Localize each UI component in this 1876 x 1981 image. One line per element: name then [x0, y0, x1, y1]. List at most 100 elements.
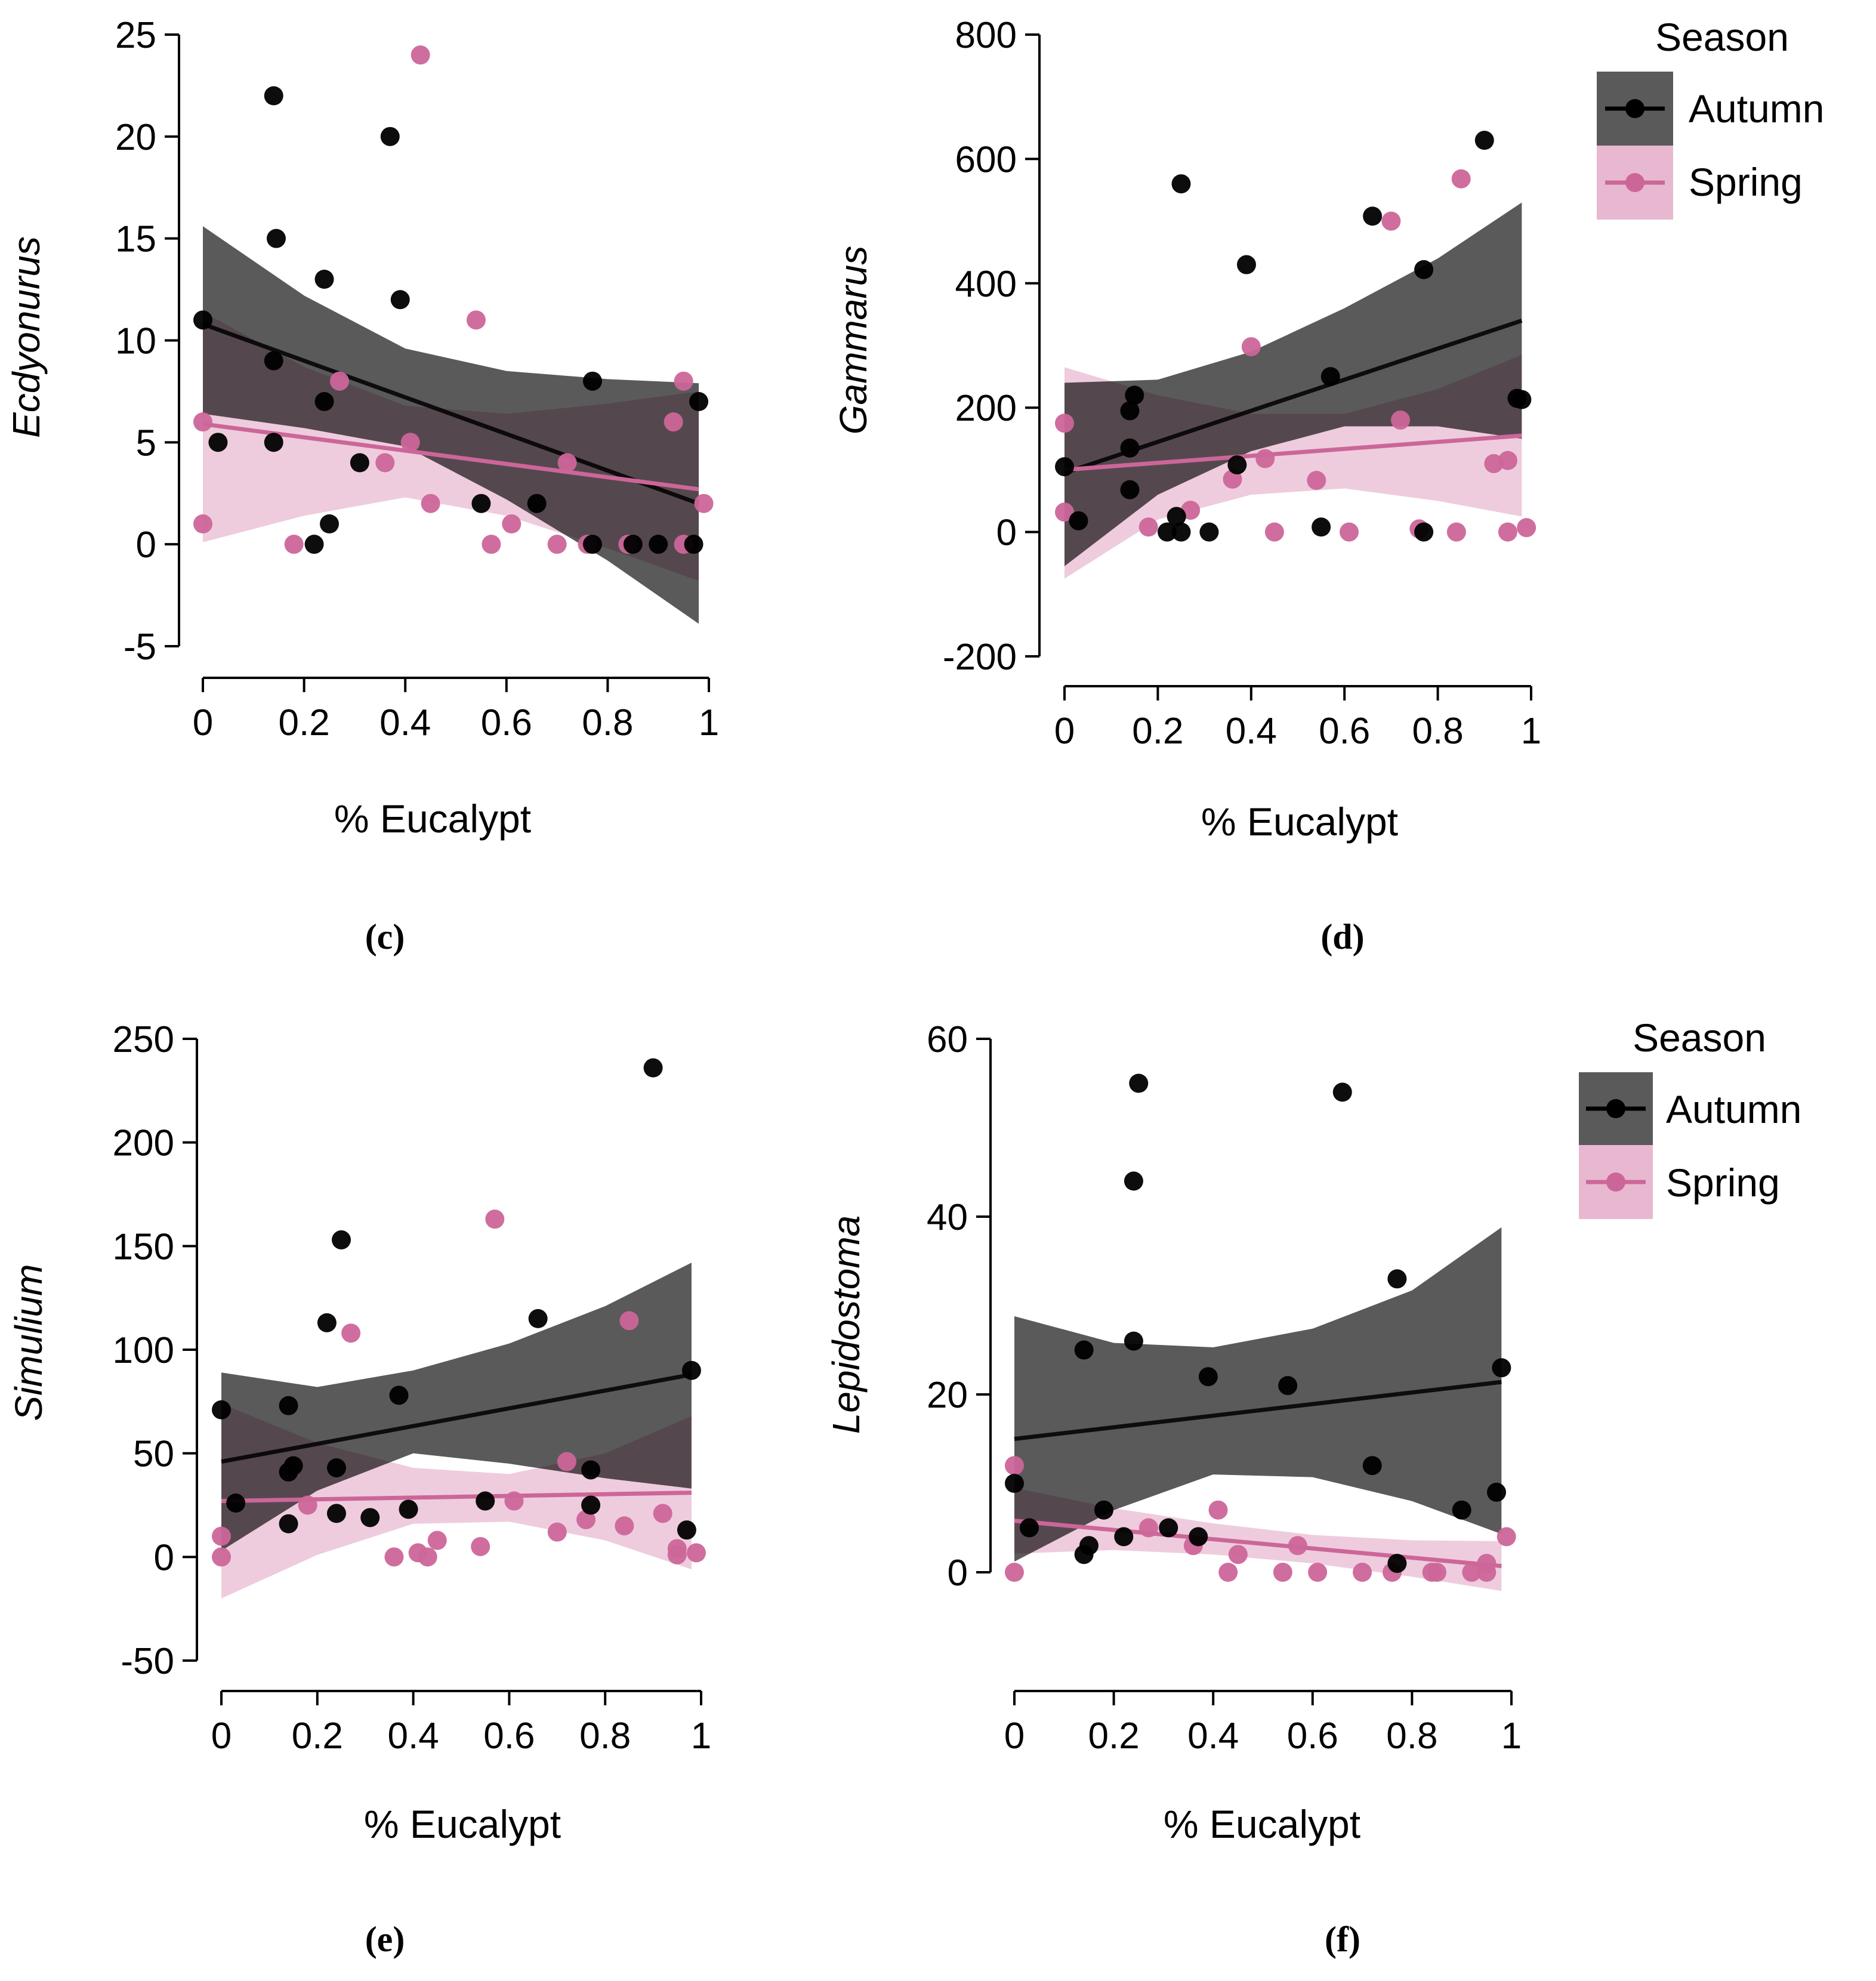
legend-bottom-spring-marker [1606, 1172, 1625, 1192]
panel-d-x-tick-label: 0.2 [1132, 711, 1183, 752]
panel-e-spring-point [471, 1536, 490, 1556]
panel-f-letter: (f) [1325, 1920, 1360, 1959]
panel-e-spring-point [547, 1522, 567, 1542]
panel-c-autumn-point [582, 535, 602, 554]
panel-f-autumn-point [1074, 1340, 1094, 1360]
panel-e-x-tick-label: 0.2 [292, 1715, 343, 1757]
panel-f-spring-point [1005, 1456, 1024, 1476]
panel-e-spring-point [485, 1209, 505, 1229]
panel-e-letter: (e) [365, 1920, 405, 1959]
panel-f-points [1005, 1073, 1516, 1582]
panel-e-y-tick-label: 0 [154, 1537, 174, 1578]
panel-f-autumn-point [1387, 1554, 1407, 1573]
panel-f-autumn-point [1124, 1331, 1143, 1351]
panel-e-points [212, 1058, 706, 1567]
panel-c-autumn-point [193, 310, 212, 330]
panel-f-spring-point [1477, 1563, 1497, 1582]
panel-f-autumn-point [1332, 1082, 1352, 1102]
panel-c-autumn-point [264, 86, 283, 106]
panel-c-y-tick-label: 10 [115, 321, 156, 362]
panel-c-autumn-point [527, 493, 547, 513]
panel-d-autumn-point [1167, 507, 1186, 526]
panel-e-spring-point [686, 1543, 706, 1563]
panel-e-fits [221, 1372, 692, 1504]
panel-f-xlabel: % Eucalypt [1164, 1802, 1360, 1846]
panel-f-x-tick-label: 1 [1501, 1715, 1522, 1757]
panel-d-x-tick-label: 1 [1521, 711, 1541, 752]
legend-top-autumn-label: Autumn [1689, 87, 1824, 131]
panel-e-autumn-point [643, 1058, 663, 1078]
panel-e-y-tick-label: 200 [113, 1123, 174, 1164]
panel-f-spring-point [1273, 1563, 1292, 1582]
panel-e-x-tick-label: 0.4 [387, 1715, 439, 1757]
panel-c-axes: -5 0 5 10 15 20 25 0 0.2 0.4 0.6 0.8 1 [115, 15, 719, 743]
panel-f-autumn-point [1019, 1518, 1039, 1538]
panel-f-y-tick-label: 60 [927, 1019, 968, 1060]
panel-e-spring-point [653, 1504, 672, 1523]
panel-c-spring-point [329, 371, 349, 391]
panel-c-autumn-point [314, 270, 334, 289]
panel-d-spring-point [1055, 414, 1074, 433]
panel-d-autumn-point [1158, 522, 1177, 542]
panel-d-fits [1063, 318, 1523, 475]
panel-e-autumn-point [226, 1494, 246, 1513]
panel-c-y-tick-label: -5 [124, 627, 156, 668]
panel-d-autumn-point [1171, 522, 1191, 542]
panel-c-y-tick-label: 0 [136, 524, 156, 566]
panel-f-y-tick-label: 20 [927, 1375, 968, 1416]
panel-c-spring-point [466, 310, 486, 330]
panel-e-autumn-point [681, 1360, 701, 1380]
panel-e-xlabel: % Eucalypt [364, 1802, 561, 1846]
panel-d-spring-band [1064, 354, 1522, 579]
panel-c-fits [202, 322, 700, 506]
panel-f-bands [1014, 1227, 1502, 1591]
panel-d-x-tick-label: 0.8 [1412, 711, 1463, 752]
panel-c-autumn-point [649, 535, 668, 554]
panel-d-spring-point [1451, 169, 1471, 189]
panel-d-autumn-point [1320, 367, 1340, 387]
panel-f-autumn-point [1094, 1500, 1113, 1520]
panel-c-points [193, 45, 714, 554]
panel-c-autumn-point [264, 433, 283, 452]
panel-d-autumn-point [1227, 455, 1247, 475]
panel-d-autumn-point [1120, 401, 1140, 421]
panel-c-spring-point [193, 412, 212, 432]
panel-e-spring-point [212, 1526, 231, 1546]
panel-c-autumn-point [208, 433, 228, 452]
panel-e-autumn-point [389, 1386, 409, 1405]
panel-e-autumn-point [283, 1456, 303, 1476]
panel-f-spring-point [1308, 1563, 1328, 1582]
panel-e-x-tick-label: 0.8 [579, 1715, 631, 1757]
panel-d-autumn-point [1312, 517, 1331, 537]
panel-e-autumn-point [581, 1495, 601, 1515]
panel-e-spring-point [576, 1510, 596, 1529]
panel-f-x-tick-label: 0.2 [1088, 1715, 1139, 1757]
panel-e: -50 0 50 100 150 200 250 0 0.2 0.4 0.6 0.8 1 Simuliu… [7, 1019, 711, 1959]
panel-c-y-tick-label: 20 [115, 117, 156, 158]
panel-c-ylabel: Ecdyonurus [5, 236, 48, 438]
panel-d-axes: -200 0 200 400 600 800 0 0.2 0.4 0.6 0.8 1 [943, 15, 1541, 752]
panel-f: 0 20 40 60 0 0.2 0.4 0.6 0.8 1 Lepidostoma % Euca… [825, 1019, 1522, 1959]
panel-c-spring-point [547, 535, 567, 554]
panel-f-autumn-point [1159, 1518, 1178, 1538]
panel-f-spring-point [1427, 1563, 1447, 1582]
panel-e-spring-point [384, 1547, 404, 1567]
panel-d-autumn-fit-line [1063, 318, 1523, 475]
panel-d-autumn-point [1120, 438, 1140, 458]
panel-e-autumn-point [677, 1520, 696, 1540]
panel-d-autumn-point [1171, 174, 1191, 194]
legend-bottom-spring-label: Spring [1666, 1161, 1780, 1205]
panel-f-x-tick-label: 0.6 [1287, 1715, 1338, 1757]
panel-e-spring-point [298, 1495, 317, 1515]
panel-e-spring-point [212, 1547, 231, 1567]
panel-c-autumn-point [266, 229, 286, 248]
panel-e-x-tick-label: 1 [691, 1715, 711, 1757]
panel-d-y-tick-label: 800 [955, 15, 1017, 56]
panel-c-spring-point [193, 514, 212, 533]
panel-c-autumn-point [264, 351, 283, 371]
panel-c-y-tick-label: 25 [115, 15, 156, 56]
panel-d-spring-point [1241, 337, 1261, 357]
panel-c-autumn-point [689, 392, 709, 411]
panel-c-x-tick-label: 0.2 [278, 702, 329, 743]
panel-c-bands [203, 226, 699, 624]
